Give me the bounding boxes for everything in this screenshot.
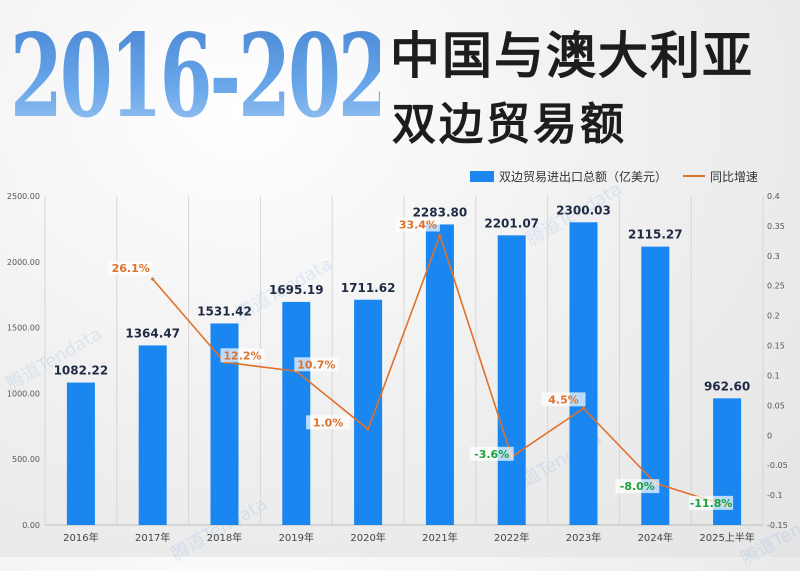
title-line-1: 中国与澳大利亚	[390, 27, 754, 85]
bar-value-label: 2300.03	[556, 203, 611, 217]
growth-rate-point	[581, 406, 586, 410]
growth-rate-label-bg	[615, 479, 660, 494]
left-axis-tick-label: 2000.00	[7, 258, 40, 267]
x-axis-tick-label: 2023年	[566, 531, 601, 544]
growth-rate-label: 33.4%	[399, 218, 437, 231]
growth-rate-label: 4.5%	[548, 393, 579, 406]
growth-rate-label-bg	[395, 217, 440, 232]
right-axis-tick-label: -0.1	[767, 491, 783, 500]
x-axis-tick-label: 2018年	[207, 531, 242, 544]
bar	[641, 246, 670, 525]
bar-value-label: 1695.19	[269, 283, 324, 297]
bar-value-label: 2115.27	[628, 228, 683, 242]
growth-rate-label-bg	[469, 446, 514, 461]
bar	[354, 299, 383, 525]
bar-value-label: 1364.47	[125, 326, 180, 340]
x-axis-tick-label: 2016年	[63, 531, 98, 544]
right-axis-tick-label: 0.1	[767, 371, 780, 380]
legend-bar-swatch	[470, 170, 494, 182]
x-axis-tick-label: 2021年	[422, 531, 457, 544]
chart-legend: 双边贸易进出口总额（亿美元） 同比增速	[470, 167, 758, 185]
bar-value-label: 2283.80	[413, 205, 468, 219]
growth-rate-label-bg	[689, 495, 734, 510]
growth-rate-label-bg	[108, 261, 153, 276]
title-line-2: 双边贸易额	[392, 99, 627, 150]
right-axis-tick-label: -0.05	[767, 461, 788, 470]
bar-value-label: 1082.22	[54, 364, 109, 378]
growth-rate-label: -8.0%	[620, 480, 655, 493]
right-axis-tick-label: 0.15	[767, 342, 785, 351]
growth-rate-label: 26.1%	[112, 262, 150, 275]
growth-rate-label: 12.2%	[223, 349, 261, 362]
bar	[66, 382, 95, 525]
right-axis-tick-label: 0.35	[767, 222, 785, 231]
growth-rate-label-bg	[220, 348, 265, 363]
x-axis-tick-label: 2022年	[494, 531, 529, 544]
right-axis-tick-label: 0.4	[767, 192, 780, 201]
legend-line-swatch	[683, 175, 706, 177]
x-axis-tick-label: 2017年	[135, 531, 170, 544]
growth-rate-point	[366, 427, 370, 431]
right-axis-tick-label: 0	[767, 431, 772, 440]
bar-value-label: 2201.07	[484, 216, 539, 230]
bar	[282, 301, 311, 525]
left-axis-tick-label: 0.00	[22, 521, 40, 530]
bar-value-label: 1711.62	[341, 281, 396, 295]
legend-bar-label: 双边贸易进出口总额（亿美元）	[499, 169, 668, 184]
right-axis-tick-label: -0.15	[767, 521, 788, 530]
right-axis-tick-label: 0.2	[767, 312, 780, 321]
right-axis-tick-label: 0.05	[767, 401, 785, 410]
bar-value-label: 962.60	[704, 379, 750, 393]
growth-rate-label: -3.6%	[474, 448, 509, 461]
bar	[138, 345, 167, 525]
growth-rate-label-bg	[541, 392, 586, 407]
chart-area: 0.00 500.00 1000.00 1500.00 2000.00 2500.00 -0…	[7, 192, 788, 544]
bar-value-label: 1531.42	[197, 304, 252, 318]
right-axis-tick-label: 0.25	[767, 282, 785, 291]
right-axis-tick-label: 0.3	[767, 252, 780, 261]
left-axis-tick-label: 500.00	[12, 455, 40, 464]
growth-rate-label: 1.0%	[313, 416, 344, 429]
left-axis-tick-label: 2500.00	[7, 192, 40, 201]
growth-rate-point	[151, 277, 155, 281]
legend-line-label: 同比增速	[710, 169, 759, 184]
x-axis-tick-label: 2019年	[279, 531, 314, 544]
growth-rate-label-bg	[294, 357, 339, 372]
left-axis-tick-label: 1000.00	[7, 389, 40, 398]
growth-rate-label: 10.7%	[297, 358, 335, 371]
growth-rate-label: -11.8%	[690, 497, 733, 510]
left-axis-tick-label: 1500.00	[7, 324, 40, 333]
x-axis-tick-label: 2024年	[638, 531, 673, 544]
growth-rate-label-bg	[306, 415, 351, 430]
bar	[569, 222, 598, 526]
bar	[425, 224, 454, 526]
x-axis-tick-label: 2025上半年	[699, 531, 754, 544]
bar	[497, 235, 526, 526]
x-axis-tick-label: 2020年	[350, 531, 385, 544]
growth-rate-point	[438, 233, 442, 238]
